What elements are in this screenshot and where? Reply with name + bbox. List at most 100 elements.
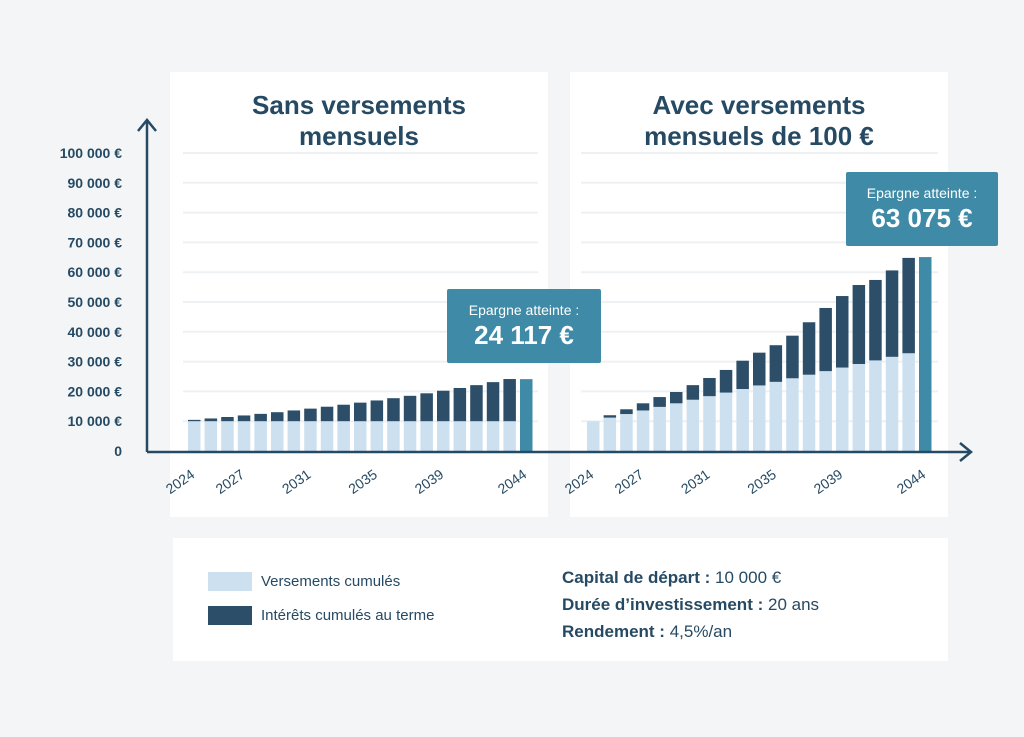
bar-interets-2025 — [603, 415, 617, 418]
x-tick-label: 2031 — [279, 466, 314, 497]
bar-versements-2042 — [885, 356, 899, 451]
bar-versements-2030 — [686, 399, 700, 451]
bar-interets-2029 — [670, 391, 683, 404]
bar-interets-2027 — [237, 415, 251, 422]
callout-right: Epargne atteinte : 63 075 € — [846, 172, 998, 246]
x-tick-label: 2027 — [612, 466, 647, 497]
bar-interets-2039 — [437, 390, 450, 422]
bar-interets-2037 — [802, 322, 816, 375]
bar-interets-2036 — [786, 335, 799, 379]
bar-versements-2037 — [403, 421, 417, 451]
callout-right-label: Epargne atteinte : — [866, 185, 978, 201]
bar-interets-2025 — [204, 418, 218, 422]
callout-left-label: Epargne atteinte : — [468, 302, 580, 318]
bar-versements-2035 — [769, 381, 783, 451]
bar-interets-2033 — [736, 360, 749, 390]
info-rendement-value: 4,5%/an — [669, 622, 733, 641]
bar-versements-2034 — [354, 421, 367, 451]
bar-interets-2035 — [370, 400, 384, 422]
bar-interets-2034 — [354, 402, 367, 422]
bar-versements-2038 — [819, 371, 832, 451]
bar-versements-2033 — [736, 389, 749, 451]
bar-versements-2034 — [753, 385, 766, 451]
bar-versements-2027 — [636, 410, 650, 451]
bar-interets-2041 — [869, 279, 882, 361]
bar-versements-2028 — [653, 406, 666, 451]
bar-versements-2035 — [370, 421, 384, 451]
bar-interets-2041 — [470, 385, 483, 422]
bar-versements-2039 — [437, 421, 450, 451]
x-tick-label: 2031 — [678, 466, 713, 497]
x-tick-label: 2035 — [345, 466, 380, 497]
y-tick-label: 60 000 € — [68, 264, 123, 280]
x-tick-label: 2035 — [744, 466, 779, 497]
chart-title-right: Avec versements mensuels de 100 € — [644, 90, 874, 151]
legend-label-interets: Intérêts cumulés au terme — [261, 607, 435, 624]
bar-interets-2042 — [486, 382, 500, 422]
bar-interets-2029 — [271, 412, 284, 422]
bar-versements-2027 — [237, 421, 251, 451]
legend-panel: Versements cumulés Intérêts cumulés au t… — [173, 538, 948, 661]
bar-interets-2043 — [503, 379, 516, 422]
bar-interets-2031 — [703, 377, 716, 397]
bar-versements-2041 — [470, 421, 483, 451]
bar-interets-2030 — [686, 385, 700, 400]
bar-interets-2033 — [337, 404, 350, 422]
bar-versements-2029 — [670, 403, 683, 451]
bar-versements-2036 — [387, 421, 400, 451]
bar-versements-2042 — [486, 421, 500, 451]
y-tick-label: 90 000 € — [68, 175, 123, 191]
bar-interets-2031 — [304, 408, 317, 422]
bar-interets-2040 — [453, 387, 467, 422]
info-rendement: Rendement : 4,5%/an — [562, 618, 819, 645]
bar-interets-2026 — [620, 409, 633, 415]
y-tick-label: 40 000 € — [68, 324, 123, 340]
bar-versements-2040 — [453, 421, 467, 451]
bar-interets-2024 — [188, 419, 201, 422]
bar-interets-2032 — [719, 369, 733, 393]
chart-title-left: Sans versements mensuels — [252, 90, 466, 151]
bar-versements-2029 — [271, 421, 284, 451]
bar-interets-2032 — [320, 406, 334, 422]
bar-interets-2038 — [819, 307, 832, 372]
x-tick-label: 2027 — [213, 466, 248, 497]
legend-label-versements: Versements cumulés — [261, 573, 401, 590]
info-duree-value: 20 ans — [767, 595, 820, 614]
bar-versements-2033 — [337, 421, 350, 451]
bar-interets-2028 — [653, 397, 666, 407]
x-tick-label: 2024 — [562, 466, 597, 497]
y-tick-label: 10 000 € — [68, 413, 123, 429]
x-tick-label: 2039 — [811, 466, 846, 497]
bar-versements-2028 — [254, 421, 267, 451]
bar-interets-2040 — [852, 285, 866, 364]
bar-versements-2026 — [620, 414, 633, 451]
bar-versements-2024 — [188, 421, 201, 451]
callout-left: Epargne atteinte : 24 117 € — [447, 289, 601, 363]
y-tick-label: 70 000 € — [68, 234, 123, 250]
y-axis-arrow-icon — [137, 118, 157, 132]
y-tick-label: 30 000 € — [68, 354, 123, 370]
y-tick-label: 20 000 € — [68, 383, 123, 399]
bar-versements-2032 — [719, 392, 733, 451]
y-tick-label: 80 000 € — [68, 205, 123, 221]
bar-versements-2037 — [802, 374, 816, 451]
bar-versements-2025 — [204, 421, 218, 451]
bar-interets-2034 — [753, 352, 766, 386]
x-axis-arrow-icon — [959, 442, 973, 462]
bar-versements-2031 — [703, 396, 716, 451]
x-tick-label: 2044 — [894, 466, 929, 497]
bar-versements-2030 — [287, 421, 301, 451]
legend-swatch-versements — [208, 572, 252, 591]
investment-info: Capital de départ : 10 000 € Durée d’inv… — [562, 564, 819, 645]
bar-versements-2026 — [221, 421, 234, 451]
legend-swatch-interets — [208, 606, 252, 625]
info-rendement-label: Rendement : — [562, 622, 665, 641]
info-duree-label: Durée d’investissement : — [562, 595, 764, 614]
bar-interets-2030 — [287, 410, 301, 422]
bar-interets-2043 — [902, 257, 915, 354]
info-duree: Durée d’investissement : 20 ans — [562, 591, 819, 618]
callout-right-value: 63 075 € — [871, 203, 973, 233]
bar-total-2044 — [919, 257, 932, 451]
bar-interets-2038 — [420, 393, 433, 422]
